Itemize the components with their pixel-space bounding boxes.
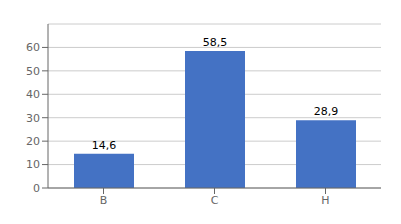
svg-text:28,9: 28,9	[314, 105, 339, 118]
svg-text:10: 10	[26, 158, 40, 171]
svg-text:C: C	[211, 194, 219, 207]
svg-text:14,6: 14,6	[92, 139, 117, 152]
svg-text:H: H	[321, 194, 329, 207]
svg-text:50: 50	[26, 65, 40, 78]
svg-text:30: 30	[26, 112, 40, 125]
svg-text:40: 40	[26, 88, 40, 101]
svg-text:B: B	[100, 194, 108, 207]
svg-text:0: 0	[33, 182, 40, 195]
svg-text:58,5: 58,5	[203, 36, 228, 49]
svg-text:60: 60	[26, 41, 40, 54]
svg-text:20: 20	[26, 135, 40, 148]
